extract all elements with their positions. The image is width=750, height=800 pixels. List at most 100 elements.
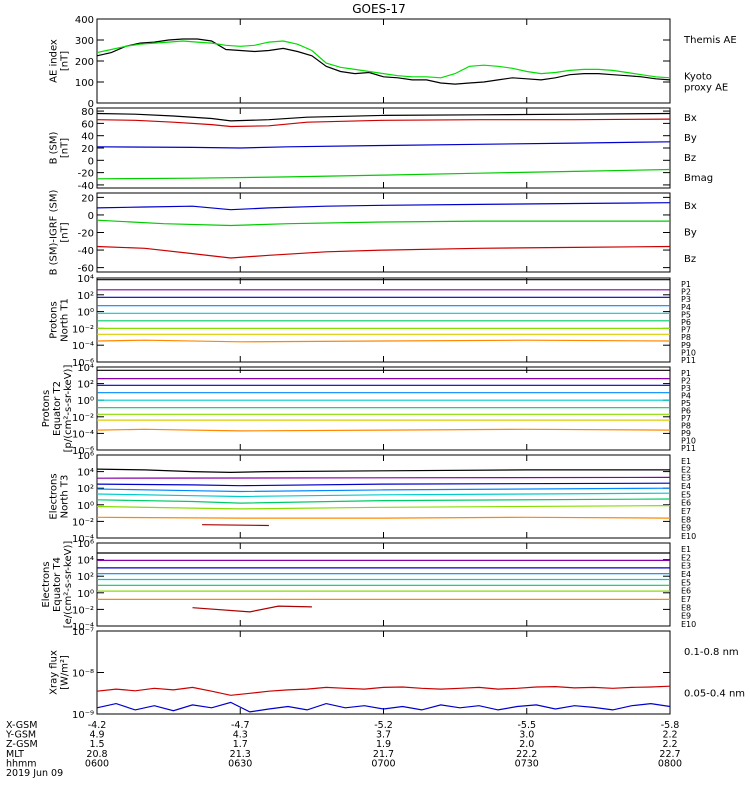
y-axis-label: North T1 — [60, 298, 71, 342]
legend-label: P2 — [681, 377, 691, 386]
legend-label: P8 — [681, 422, 691, 431]
legend-label: P4 — [681, 303, 691, 312]
x-axis-value: 21.3 — [230, 749, 251, 760]
legend-label: E2 — [681, 465, 691, 474]
legend-label: P8 — [681, 333, 691, 342]
y-axis-label: Equator T2 — [52, 381, 63, 436]
panel-frame — [96, 630, 671, 715]
legend-label: E6 — [681, 587, 691, 596]
y-tick-label: 0 — [88, 156, 94, 167]
series-line-bx — [96, 202, 671, 211]
legend-label: P4 — [681, 392, 691, 401]
y-tick-label: 10⁻² — [72, 517, 94, 528]
legend-label: Bx — [684, 113, 697, 124]
legend-label: Kyoto — [684, 72, 712, 83]
y-axis-label: Equator T4 — [52, 557, 63, 612]
series-line-e10 — [202, 524, 269, 527]
series-line-e4 — [96, 487, 671, 493]
x-axis-row-label: Z-GSM — [6, 739, 38, 750]
panel-ae: 0 100 200 300 400 AE index [nT] Themis AE Kyotop… — [49, 15, 737, 110]
x-axis-value: 0630 — [228, 758, 252, 769]
x-axis-value: 3.7 — [376, 730, 391, 741]
panel-pnt1: 10⁻⁶ 10⁻⁴ 10⁻² 10⁰ 10² 10⁴ Protons North T1 P1P2… — [49, 274, 697, 369]
x-axis-row-label: hhmm — [6, 758, 37, 769]
panel-frame — [96, 277, 671, 363]
panel-frame — [96, 18, 671, 104]
y-axis-label: AE index — [49, 39, 60, 83]
y-tick-label: 0 — [88, 211, 94, 222]
y-tick-label: 10⁻⁴ — [72, 429, 94, 440]
legend-label: P6 — [681, 318, 691, 327]
legend-label: P5 — [681, 399, 691, 408]
x-axis-value: 0600 — [85, 758, 109, 769]
x-axis-value: -4.7 — [231, 720, 250, 731]
y-axis-label: North T3 — [60, 475, 71, 519]
y-axis-label: Protons — [41, 390, 52, 427]
panel-pet2: 10⁻⁶ 10⁻⁴ 10⁻² 10⁰ 10² 10⁴ Protons Equator T2 [p… — [41, 363, 696, 457]
x-axis-value: 0730 — [515, 758, 539, 769]
y-tick-label: 10⁻⁸ — [72, 669, 94, 680]
y-tick-label: 10⁰ — [77, 501, 94, 512]
legend-label: E10 — [681, 532, 696, 541]
x-axis-value: 1.7 — [233, 739, 248, 750]
legend-label: P6 — [681, 407, 691, 416]
y-tick-label: 10⁻⁴ — [72, 622, 94, 633]
series-line-p9 — [96, 428, 671, 432]
y-tick-label: -40 — [78, 246, 94, 257]
x-axis-value: -5.8 — [661, 720, 680, 731]
y-axis-label: [W/m²] — [60, 655, 71, 690]
x-axis-date: 2019 Jun 09 — [6, 768, 63, 779]
y-tick-label: 10⁴ — [77, 468, 94, 479]
legend-label: E8 — [681, 515, 691, 524]
x-axis-value: 2.2 — [662, 730, 677, 741]
series-line-themis-ae — [96, 38, 671, 85]
y-tick-label: -40 — [78, 181, 94, 192]
legend-label: E3 — [681, 562, 691, 571]
series-line-bz — [96, 245, 671, 259]
legend-label: P11 — [681, 444, 696, 453]
y-tick-label: 10⁻⁶ — [72, 446, 94, 457]
legend-label: 0.05-0.4 nm — [684, 688, 745, 699]
series-line-by — [96, 168, 671, 180]
y-axis-label: [p/(cm²-s-sr-keV)] — [63, 365, 74, 453]
series-line-e3 — [96, 482, 671, 487]
x-axis-table: X-GSM -4.2 -4.7 -5.2 -5.5 -5.8 Y-GSM 4.9 4.3 3.7 3… — [5, 720, 682, 779]
y-tick-label: 10⁶ — [77, 451, 94, 462]
y-axis-label: B (SM) — [49, 131, 60, 164]
legend-label: E8 — [681, 603, 691, 612]
legend-label: By — [684, 133, 697, 144]
legend-label: P11 — [681, 356, 696, 365]
y-tick-label: 10⁴ — [77, 556, 94, 567]
series-line-kyoto-proxy-ae — [96, 40, 671, 79]
series-line-p9 — [96, 339, 671, 343]
x-axis-value: 1.9 — [376, 739, 391, 750]
legend-label: P1 — [681, 280, 691, 289]
y-tick-label: 10⁴ — [77, 363, 94, 374]
legend-label: E10 — [681, 620, 696, 629]
y-tick-label: 10² — [77, 484, 94, 495]
series-line-bz — [96, 118, 671, 128]
legend-label: P10 — [681, 348, 696, 357]
y-tick-label: 10⁰ — [77, 308, 94, 319]
x-axis-value: 2.2 — [662, 739, 677, 750]
plot-title: GOES-17 — [352, 2, 406, 16]
x-axis-value: 0800 — [658, 758, 682, 769]
y-axis-label: B (SM)-IGRF (SM) — [49, 190, 60, 276]
y-tick-label: 10⁻⁴ — [72, 341, 94, 352]
y-tick-label: 10⁴ — [77, 274, 94, 285]
legend-label: P9 — [681, 341, 691, 350]
x-axis-value: -5.5 — [517, 720, 536, 731]
legend-label: Bx — [684, 201, 697, 212]
y-axis-label: Protons — [49, 301, 60, 338]
y-tick-label: -20 — [78, 229, 94, 240]
y-tick-label: 10² — [77, 380, 94, 391]
y-tick-label: 200 — [75, 57, 94, 68]
series-line-e1 — [96, 468, 670, 474]
legend-label: E4 — [681, 570, 691, 579]
y-axis-label: [nT] — [60, 51, 71, 71]
x-axis-row-label: MLT — [6, 749, 24, 760]
y-axis-label: Electrons — [49, 473, 60, 519]
